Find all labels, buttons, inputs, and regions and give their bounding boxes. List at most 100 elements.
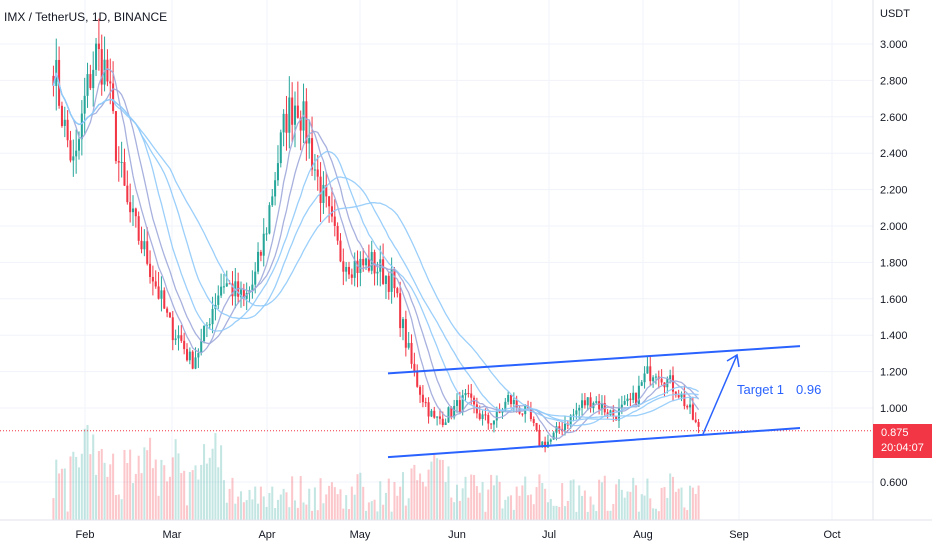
volume-bar [484,511,487,520]
candle-body [467,393,470,395]
candle-body [77,139,81,151]
candle-body [166,308,169,313]
candle-body [686,406,689,408]
chart-title: IMX / TetherUS, 1D, BINANCE [4,10,168,24]
volume-bar [296,507,299,520]
candle-body [436,416,439,418]
candle-body [86,74,89,96]
candle-body [694,419,697,423]
candle-body [288,97,291,133]
time-tick-label: Jul [542,529,556,541]
candle-body [293,105,297,125]
volume-bar [421,481,424,520]
candle-body [222,286,225,288]
candle-body [615,415,618,421]
volume-bar [657,511,660,520]
volume-bar [595,511,598,520]
volume-bar [646,478,649,520]
volume-bar [137,455,140,520]
volume-bar [689,485,692,520]
target-arrow-head [726,353,740,368]
candle-body [225,283,228,287]
volume-bar [529,494,532,520]
volume-bar [535,487,538,520]
volume-bar [609,510,612,520]
candle-body [379,259,382,272]
candle-body [637,385,640,406]
candle-body [131,208,135,213]
candle-body [160,290,163,299]
volume-bar [475,486,478,520]
volume-bar [211,448,214,520]
candle-body [691,404,694,420]
volume-bar [234,503,237,520]
volume-bar [134,473,137,520]
candle-body [89,74,92,89]
volume-bar [112,453,115,520]
price-tick-label: 1.600 [880,294,908,306]
candle-body [697,422,700,427]
candle-body [353,260,356,278]
volume-bar [617,479,621,520]
volume-bar [217,467,220,520]
volume-bar [171,457,174,520]
candle-body [509,394,513,405]
volume-bar [507,496,510,520]
volume-bar [353,494,356,520]
volume-bar [194,465,197,520]
candle-body [632,392,635,400]
candle-body [421,394,424,403]
volume-bar [242,502,245,520]
volume-bar [282,488,285,520]
symbol-name: IMX / TetherUS [4,10,86,24]
volume-bar [430,461,433,520]
candle-body [333,216,336,226]
candle-body [458,400,461,412]
volume-bar [308,488,311,520]
volume-bar [438,459,441,520]
volume-bar [83,428,86,520]
volume-bar [55,459,58,520]
price-tick-label: 1.000 [880,403,908,415]
moving-average-line [52,72,699,419]
candle-body [669,375,672,380]
volume-bar [63,468,66,520]
volume-bar [328,485,331,520]
time-tick-label: Oct [823,529,840,541]
volume-bar [396,495,399,520]
channel-upper-line [387,345,801,375]
volume-bar [629,491,632,520]
candle-body [578,407,581,411]
candle-body [470,393,473,398]
candle-body [313,169,316,171]
candle-body [285,113,288,133]
candle-body [262,233,265,256]
candle-body [362,258,365,266]
volume-bar [671,476,675,520]
candle-body [475,404,478,414]
volume-bar [492,485,495,520]
candle-body [575,410,578,415]
volume-bar [390,511,393,520]
candle-body [251,284,254,291]
candle-body [407,342,410,348]
volume-bar [185,505,189,520]
candle-body [376,271,379,274]
candle-body [265,233,268,235]
price-tick-label: 3.000 [880,39,908,51]
candle-body [143,241,146,250]
volume-bar [362,486,365,520]
candle-body [299,117,302,131]
volume-bar [427,469,430,520]
candle-body [546,441,549,448]
volume-bar [575,511,578,520]
candle-body [52,75,55,86]
volume-bar [302,502,305,520]
volume-bar [225,502,228,520]
volume-bar [623,497,626,520]
candle-body [137,216,140,241]
candle-body [191,351,194,369]
volume-bar [154,459,157,520]
candle-body [328,196,331,207]
